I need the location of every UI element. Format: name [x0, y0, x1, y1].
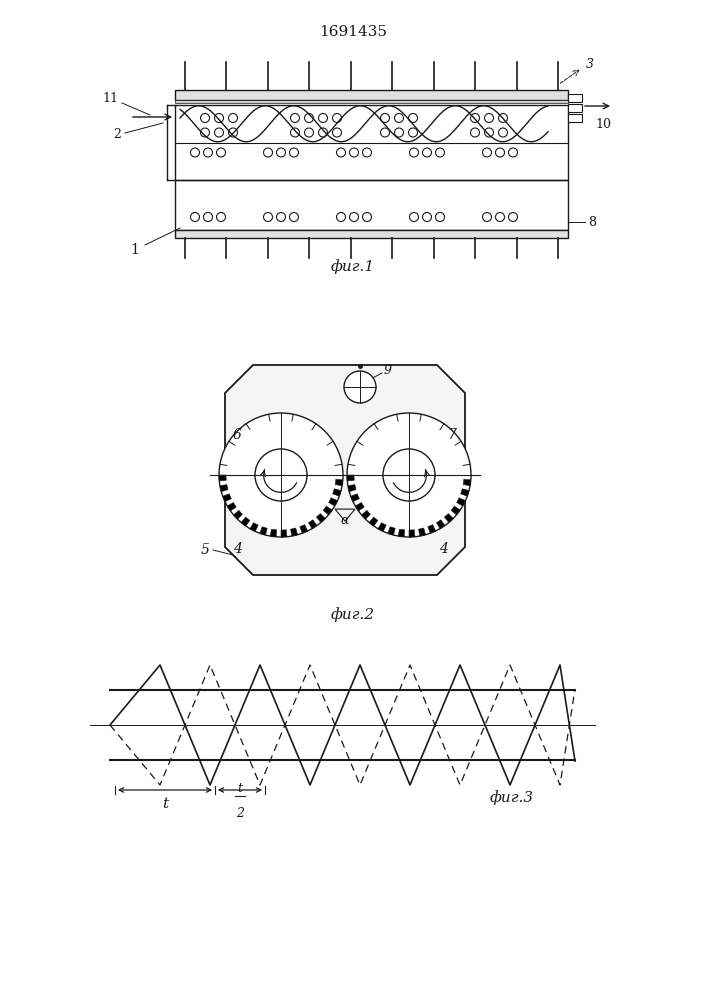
Circle shape [383, 449, 435, 501]
Wedge shape [445, 514, 453, 522]
Text: 3: 3 [586, 58, 594, 72]
Wedge shape [388, 527, 395, 535]
Bar [568, 94, 582, 102]
Wedge shape [463, 479, 471, 486]
Text: фиг.3: фиг.3 [490, 791, 534, 805]
Text: 9: 9 [384, 364, 392, 377]
Text: 4: 4 [233, 542, 241, 556]
Text: фиг.1: фиг.1 [331, 260, 375, 274]
Wedge shape [223, 494, 231, 502]
Bar [568, 104, 582, 112]
Wedge shape [333, 489, 341, 496]
Wedge shape [398, 529, 404, 537]
Wedge shape [335, 479, 343, 486]
Wedge shape [351, 494, 359, 502]
Wedge shape [419, 528, 426, 536]
Polygon shape [225, 365, 465, 575]
Wedge shape [316, 514, 325, 522]
Wedge shape [281, 530, 287, 537]
Circle shape [344, 371, 376, 403]
Wedge shape [457, 498, 465, 506]
Wedge shape [300, 525, 308, 533]
Wedge shape [250, 523, 258, 531]
Wedge shape [233, 510, 243, 519]
Text: t: t [238, 782, 243, 795]
Text: α: α [341, 514, 349, 528]
Wedge shape [219, 475, 226, 481]
Wedge shape [409, 530, 415, 537]
Text: 8: 8 [588, 216, 596, 229]
Bar [568, 114, 582, 122]
Wedge shape [428, 525, 436, 533]
Circle shape [255, 449, 307, 501]
Wedge shape [436, 520, 445, 529]
Circle shape [219, 413, 343, 537]
Wedge shape [461, 489, 469, 496]
Wedge shape [270, 529, 276, 537]
Bar [175, 90, 568, 100]
Text: 6: 6 [233, 428, 242, 442]
Text: 1: 1 [131, 243, 139, 257]
Wedge shape [369, 517, 378, 526]
Wedge shape [241, 517, 250, 526]
Wedge shape [348, 485, 356, 492]
Bar [175, 100, 568, 103]
Text: 10: 10 [595, 118, 611, 131]
Wedge shape [329, 498, 337, 506]
Bar [175, 180, 568, 230]
Text: 2: 2 [113, 128, 121, 141]
Text: 2: 2 [236, 807, 244, 820]
Text: t: t [162, 797, 168, 811]
Wedge shape [356, 502, 364, 511]
Text: 4: 4 [438, 542, 448, 556]
Wedge shape [259, 527, 267, 535]
Wedge shape [361, 510, 370, 519]
Wedge shape [228, 502, 236, 511]
Text: 7: 7 [447, 428, 456, 442]
Text: фиг.2: фиг.2 [331, 608, 375, 622]
Wedge shape [378, 523, 386, 531]
Text: 1691435: 1691435 [319, 25, 387, 39]
Text: 5: 5 [201, 543, 210, 557]
Wedge shape [220, 485, 228, 492]
Bar [175, 105, 568, 180]
Wedge shape [323, 506, 332, 515]
Circle shape [347, 413, 471, 537]
Wedge shape [291, 528, 298, 536]
Wedge shape [451, 506, 460, 515]
Wedge shape [347, 475, 354, 481]
Text: 11: 11 [102, 93, 118, 105]
Bar [175, 230, 568, 238]
Wedge shape [308, 520, 317, 529]
